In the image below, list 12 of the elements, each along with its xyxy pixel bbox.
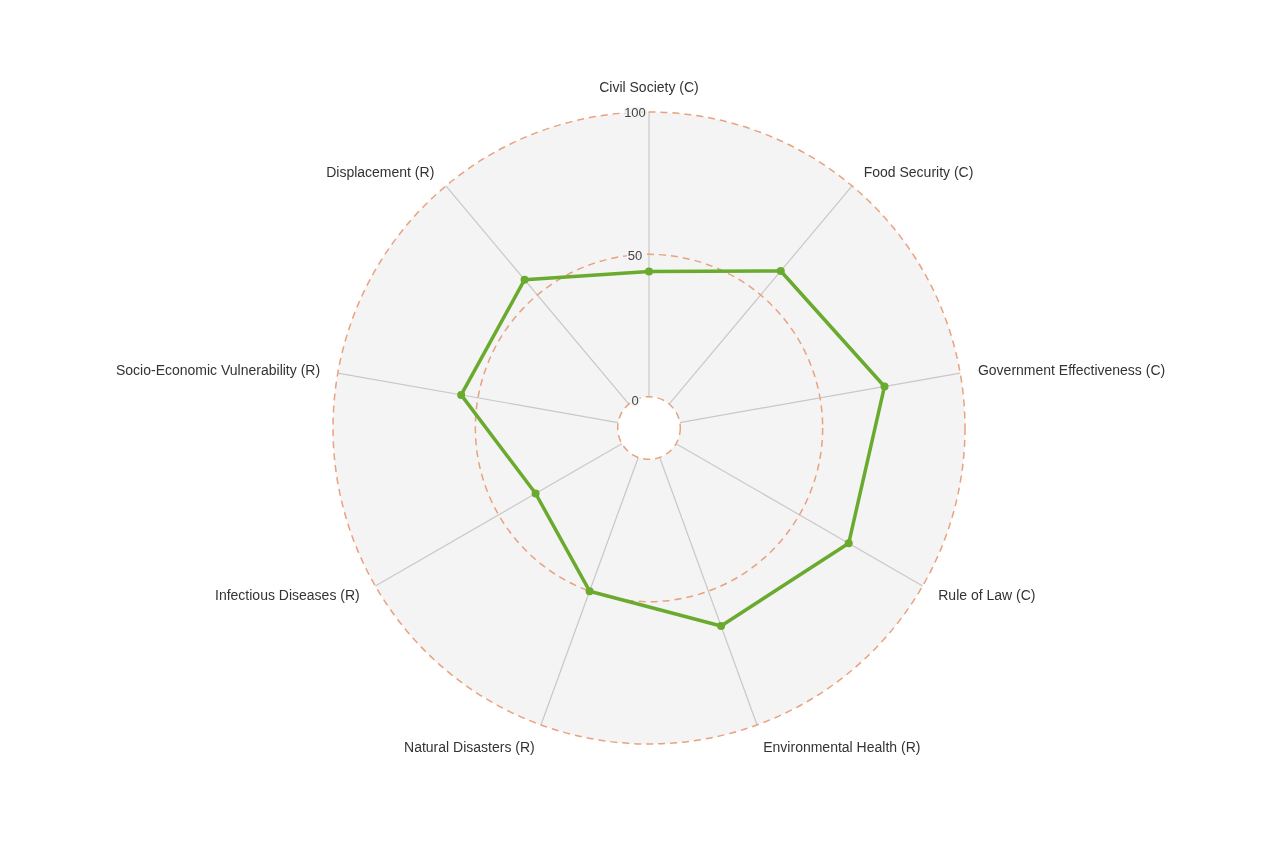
spoke-label: Government Effectiveness (C) <box>977 362 1166 378</box>
spoke-label: Food Security (C) <box>863 164 974 181</box>
spoke-label: Displacement (R) <box>326 164 435 181</box>
spoke-label: Natural Disasters (R) <box>404 738 535 755</box>
y-tick-label: 0 <box>631 392 639 408</box>
spoke-label: Infectious Diseases (R) <box>215 587 360 603</box>
spoke-label: Civil Society (C) <box>599 79 699 95</box>
spoke-label: Rule of Law (C) <box>938 587 1036 603</box>
y-tick-label: 100 <box>624 105 646 121</box>
spoke-label: Socio-Economic Vulnerability (R) <box>115 362 321 378</box>
spoke-label: Environmental Health (R) <box>763 738 921 755</box>
y-tick-label: 50 <box>627 247 643 263</box>
